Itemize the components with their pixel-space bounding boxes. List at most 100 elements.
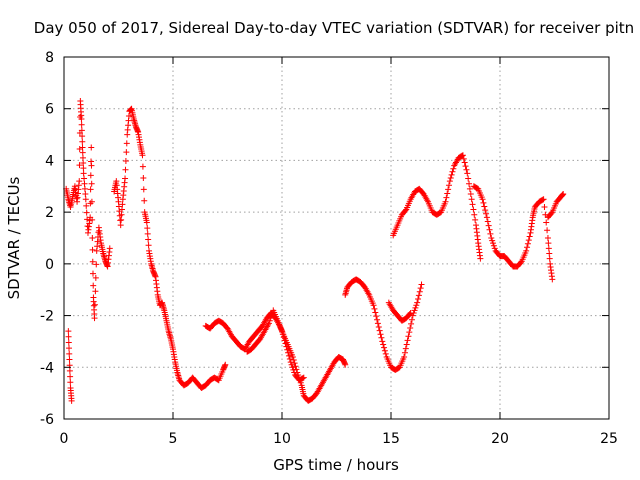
data-point bbox=[486, 226, 493, 233]
data-point bbox=[79, 149, 86, 156]
data-point bbox=[119, 201, 126, 208]
data-point bbox=[448, 171, 455, 178]
data-point bbox=[461, 159, 468, 166]
data-point bbox=[405, 333, 412, 340]
data-point bbox=[293, 366, 300, 373]
data-point bbox=[88, 198, 95, 205]
data-point bbox=[444, 190, 451, 197]
data-point bbox=[447, 175, 454, 182]
data-point bbox=[415, 296, 422, 303]
data-point bbox=[378, 334, 385, 341]
y-axis-label: SDTVAR / TECUs bbox=[5, 176, 23, 299]
data-point bbox=[487, 230, 494, 237]
x-tick-labels: 0 5 10 15 20 25 bbox=[60, 431, 618, 447]
data-point bbox=[80, 160, 87, 167]
data-point bbox=[414, 299, 421, 306]
data-point bbox=[489, 237, 496, 244]
data-point bbox=[479, 196, 486, 203]
data-point bbox=[106, 245, 113, 252]
data-point bbox=[480, 199, 487, 206]
data-point bbox=[285, 352, 292, 359]
data-point bbox=[470, 206, 477, 213]
data-point bbox=[459, 152, 466, 159]
y-tick-label: 8 bbox=[45, 50, 54, 66]
data-point bbox=[490, 242, 497, 249]
data-point bbox=[374, 316, 381, 323]
data-point bbox=[404, 337, 411, 344]
data-point bbox=[89, 235, 96, 241]
data-point bbox=[481, 203, 488, 210]
data-point bbox=[445, 182, 452, 189]
data-point bbox=[76, 162, 83, 169]
data-point bbox=[288, 361, 295, 368]
data-point bbox=[78, 121, 85, 128]
y-tick-label: 2 bbox=[45, 205, 54, 221]
data-point bbox=[290, 366, 297, 373]
data-point bbox=[412, 304, 419, 311]
data-point bbox=[463, 166, 470, 173]
data-point bbox=[91, 315, 98, 322]
y-tick-label: -2 bbox=[40, 309, 54, 325]
data-point bbox=[401, 353, 408, 360]
data-point bbox=[267, 315, 274, 322]
data-point bbox=[118, 216, 125, 223]
data-point bbox=[546, 250, 553, 257]
data-point bbox=[342, 361, 349, 368]
data-point bbox=[373, 313, 380, 320]
x-tick-label: 0 bbox=[60, 431, 69, 447]
data-point bbox=[88, 144, 95, 151]
data-point bbox=[122, 157, 129, 164]
data-point bbox=[83, 202, 90, 209]
data-point bbox=[81, 180, 88, 187]
data-point bbox=[91, 301, 98, 308]
data-point bbox=[485, 222, 492, 229]
data-point bbox=[465, 175, 472, 182]
data-point bbox=[122, 175, 129, 182]
data-point bbox=[372, 309, 379, 316]
data-point bbox=[411, 307, 418, 314]
data-point bbox=[464, 170, 471, 177]
data-point bbox=[442, 198, 449, 205]
data-point bbox=[279, 328, 285, 335]
data-point bbox=[145, 242, 152, 249]
data-point bbox=[287, 359, 294, 366]
data-point bbox=[66, 367, 73, 374]
data-point bbox=[76, 178, 83, 185]
x-tick-label: 5 bbox=[169, 431, 178, 447]
data-points bbox=[63, 97, 567, 404]
data-point bbox=[408, 316, 415, 323]
data-point bbox=[89, 258, 96, 265]
data-point bbox=[371, 305, 378, 312]
data-point bbox=[484, 218, 491, 225]
data-point bbox=[289, 353, 296, 360]
data-point bbox=[545, 240, 552, 247]
data-point bbox=[140, 175, 147, 182]
data-point bbox=[290, 357, 297, 364]
data-point bbox=[83, 209, 90, 216]
data-point bbox=[284, 346, 291, 353]
data-point bbox=[92, 288, 99, 295]
data-point bbox=[145, 236, 152, 243]
x-axis-label: GPS time / hours bbox=[273, 456, 399, 474]
data-point bbox=[375, 323, 382, 330]
data-point bbox=[482, 207, 489, 214]
data-point bbox=[66, 356, 73, 363]
data-point bbox=[381, 347, 388, 354]
data-point bbox=[443, 194, 450, 201]
data-point bbox=[292, 363, 299, 370]
data-point bbox=[407, 309, 414, 316]
data-point bbox=[483, 210, 490, 217]
data-point bbox=[117, 222, 124, 229]
data-point bbox=[78, 127, 85, 134]
data-point bbox=[144, 225, 151, 232]
data-point bbox=[540, 196, 547, 203]
data-point bbox=[84, 216, 91, 223]
plot-frame bbox=[63, 56, 610, 420]
data-point bbox=[92, 274, 99, 281]
data-point bbox=[144, 230, 151, 237]
data-point bbox=[381, 344, 388, 351]
y-tick-label: -6 bbox=[40, 412, 54, 428]
data-point bbox=[541, 203, 548, 210]
data-point bbox=[80, 165, 87, 172]
data-point bbox=[418, 281, 425, 288]
